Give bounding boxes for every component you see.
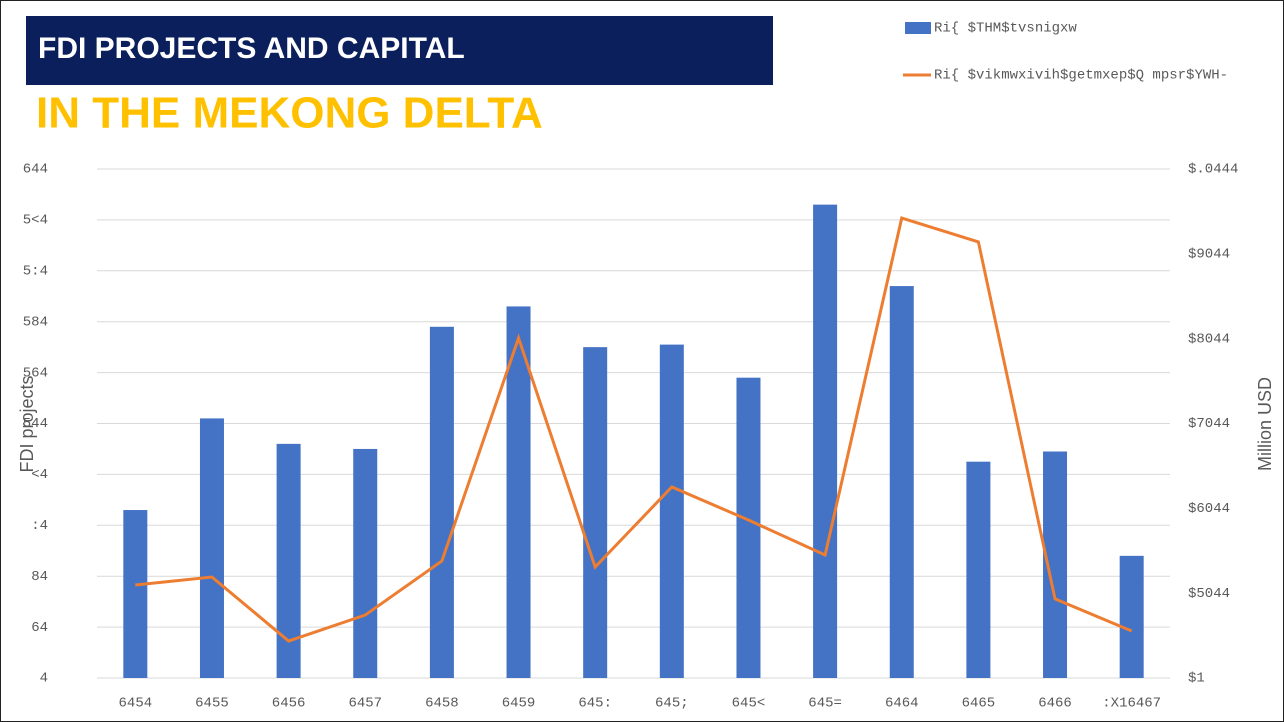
y-tick-label: 64 [31, 620, 48, 636]
bar [429, 326, 454, 678]
bar [276, 443, 301, 678]
line [135, 216, 1133, 643]
y2-tick-label: $9044 [1188, 247, 1230, 263]
x-tick-label: 6455 [195, 696, 229, 712]
x-tick-label: 645= [808, 696, 842, 712]
y-tick-label: 5:4 [23, 264, 48, 280]
bar [813, 204, 838, 678]
y-tick-label: 5<4 [23, 213, 48, 229]
x-tick-label: 6466 [1038, 696, 1072, 712]
y2-tick-label: $6044 [1188, 501, 1230, 517]
bar [736, 377, 761, 678]
bar [583, 347, 608, 678]
y-tick-label: <4 [31, 467, 48, 483]
x-tick-label: 6464 [885, 696, 919, 712]
x-tick-label: :X16467 [1102, 696, 1161, 712]
y-tick-label: 584 [23, 314, 48, 330]
y2-tick-label: $7044 [1188, 416, 1230, 432]
x-tick-label: 645: [578, 696, 612, 712]
x-tick-label: 6458 [425, 696, 459, 712]
y-tick-label: 544 [23, 416, 48, 432]
bar [199, 418, 224, 678]
chart-subtitle: IN THE MEKONG DELTA [36, 89, 543, 138]
y-tick-label: 644 [23, 162, 48, 178]
bar [353, 448, 378, 678]
x-tick-label: 645; [655, 696, 689, 712]
x-tick-label: 6454 [119, 696, 153, 712]
bar [889, 286, 914, 678]
y-tick-label: 84 [31, 569, 48, 585]
y-tick-label: :4 [31, 518, 48, 534]
y-axis-label: FDI projects [17, 375, 37, 472]
x-tick-label: 645< [732, 696, 766, 712]
legend-swatch [905, 22, 931, 34]
y-tick-label: 564 [23, 365, 48, 381]
y2-tick-label: $5044 [1188, 586, 1230, 602]
y2-tick-label: $.0444 [1188, 162, 1238, 178]
bar [1119, 555, 1144, 678]
y-tick-label: 4 [40, 671, 48, 687]
x-tick-label: 6456 [272, 696, 306, 712]
bar [659, 344, 684, 678]
y2-axis-label: Million USD [1255, 377, 1275, 471]
legend-label: Ri{ $THM$tvsnigxw [934, 21, 1077, 37]
title-box [26, 16, 773, 85]
chart-title: FDI PROJECTS AND CAPITAL [38, 32, 465, 65]
legend-label: Ri{ $vikmwxivih$getmxep$Q mpsr$YWH- [934, 68, 1228, 84]
x-tick-label: 6465 [962, 696, 996, 712]
x-tick-label: 6459 [502, 696, 536, 712]
bar [123, 510, 148, 678]
bar [506, 306, 531, 678]
bar [966, 461, 991, 678]
y2-tick-label: $1 [1188, 671, 1205, 687]
y2-tick-label: $8044 [1188, 331, 1230, 347]
x-tick-label: 6457 [348, 696, 382, 712]
